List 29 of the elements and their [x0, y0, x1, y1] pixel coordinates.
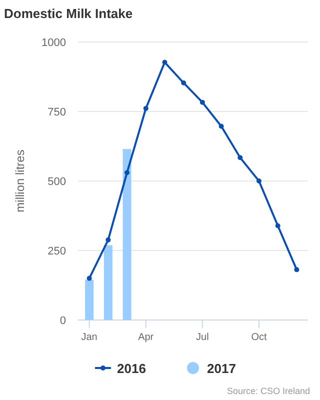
- legend-label: 2017: [207, 361, 236, 376]
- bar: [104, 245, 112, 320]
- point: [162, 60, 168, 65]
- point: [294, 267, 300, 272]
- point: [238, 155, 243, 160]
- source-note: Source: CSO Ireland: [226, 386, 310, 396]
- point: [200, 100, 205, 105]
- point: [86, 276, 92, 281]
- x-tick-label: Jan: [81, 332, 98, 343]
- x-tick-label: Jul: [196, 332, 209, 343]
- point: [143, 106, 148, 111]
- bar: [122, 149, 132, 320]
- bar: [85, 280, 94, 320]
- point: [275, 223, 280, 228]
- x-tick-label: Apr: [138, 332, 154, 343]
- point: [218, 124, 224, 129]
- y-tick-label: 250: [48, 246, 66, 258]
- point: [256, 178, 262, 184]
- y-tick-label: 500: [48, 176, 66, 188]
- y-tick-label: 750: [48, 106, 66, 118]
- legend-label: 2016: [117, 361, 146, 376]
- chart-title: Domestic Milk Intake: [4, 6, 133, 21]
- y-axis-title: million litres: [13, 150, 27, 212]
- point: [181, 80, 186, 86]
- y-tick-label: 0: [60, 315, 66, 327]
- point: [124, 170, 130, 176]
- y-tick-label: 1000: [42, 37, 66, 49]
- point: [106, 237, 111, 242]
- x-tick-label: Oct: [251, 332, 267, 343]
